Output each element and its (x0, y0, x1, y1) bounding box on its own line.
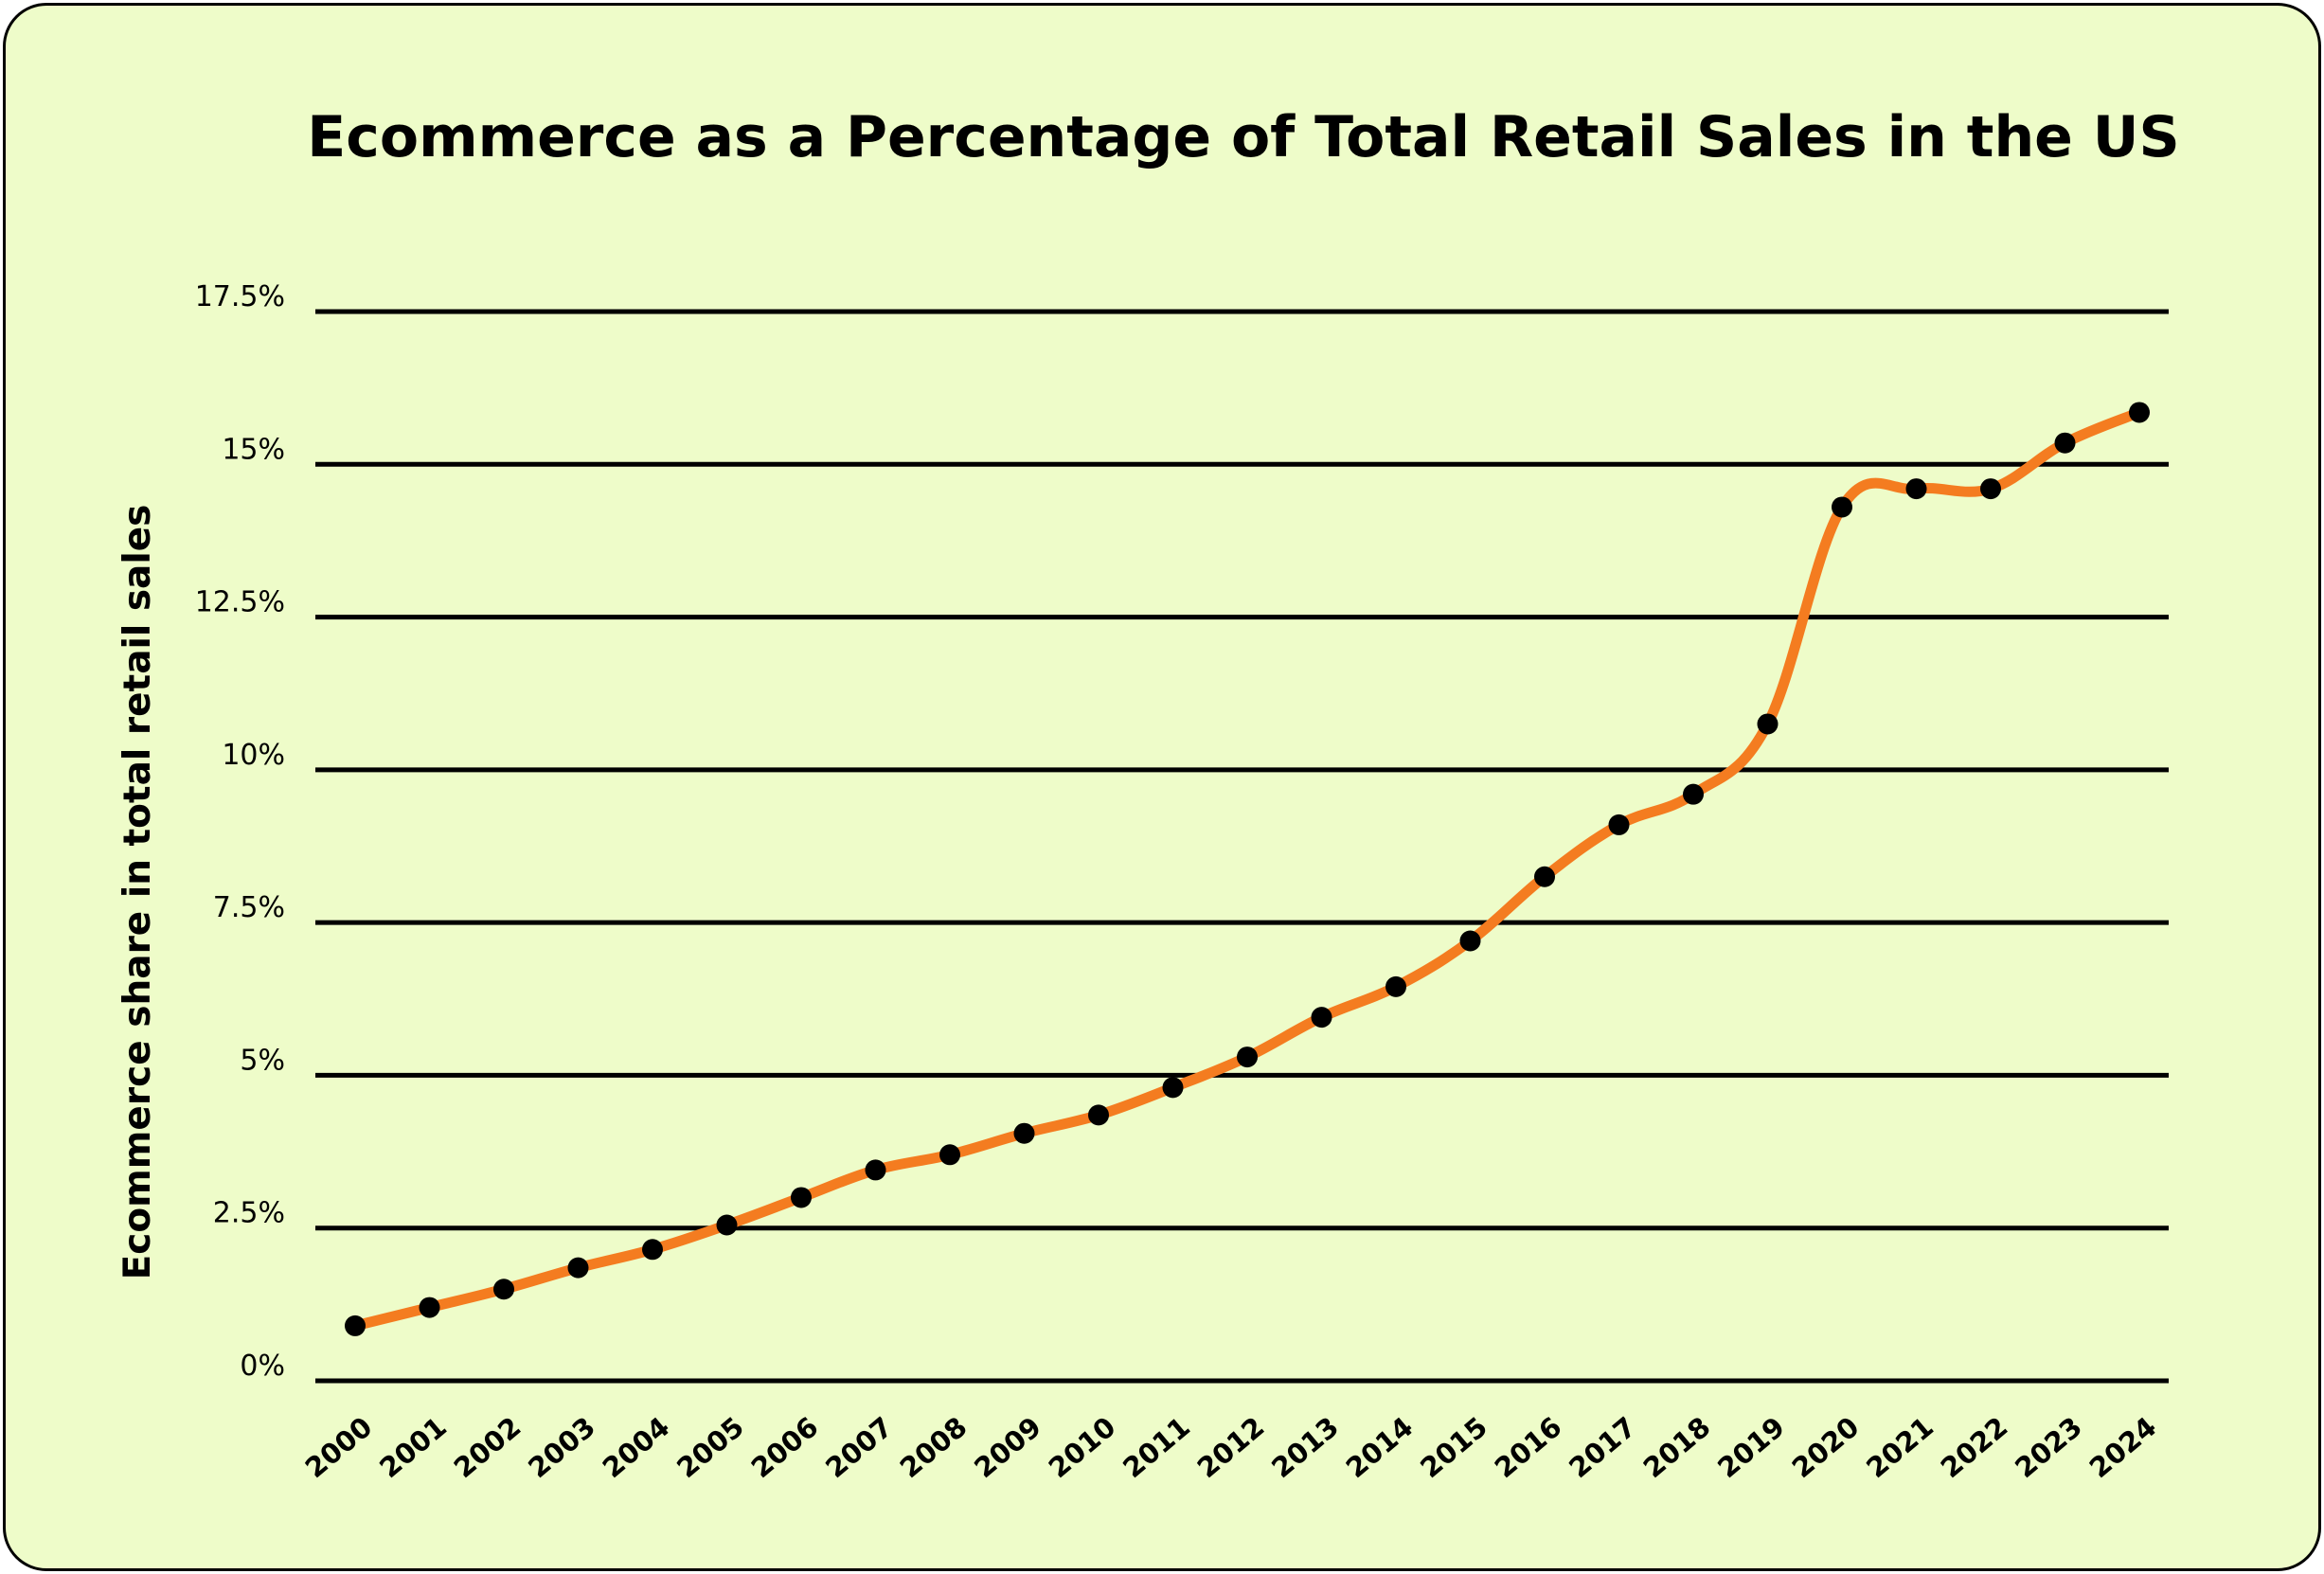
data-point (1980, 478, 2001, 500)
x-tick-label: 2018 (1637, 1410, 1717, 1484)
data-point (1534, 866, 1555, 887)
data-point (345, 1315, 366, 1336)
chart-card (3, 3, 2321, 1571)
data-point (939, 1144, 960, 1166)
y-tick-label: 17.5% (195, 280, 285, 313)
data-point (1608, 814, 1630, 835)
data-points (345, 402, 2150, 1336)
x-tick-label: 2001 (373, 1410, 453, 1484)
x-tick-label: 2010 (1043, 1410, 1122, 1484)
x-tick-label: 2013 (1265, 1410, 1345, 1484)
y-tick-label: 15% (222, 433, 285, 466)
series-layer (349, 406, 2145, 1332)
y-axis-ticks: 0% 2.5% 5% 7.5% 10% 12.5% 15% 17.5% (195, 280, 285, 1383)
data-point (865, 1159, 886, 1181)
data-point (2054, 432, 2076, 454)
x-tick-label: 2024 (2083, 1410, 2163, 1484)
x-tick-label: 2003 (522, 1410, 601, 1484)
x-tick-label: 2008 (894, 1410, 974, 1484)
x-tick-label: 2021 (1860, 1410, 1940, 1484)
x-tick-label: 2017 (1563, 1410, 1642, 1484)
y-tick-label: 10% (222, 739, 285, 772)
x-tick-label: 2022 (1935, 1410, 2014, 1484)
y-tick-label: 2.5% (213, 1197, 285, 1230)
y-tick-label: 5% (240, 1044, 285, 1077)
data-point (1832, 496, 1852, 518)
x-tick-label: 2019 (1711, 1410, 1791, 1484)
data-point (642, 1239, 663, 1261)
y-tick-label: 12.5% (195, 586, 285, 619)
y-tick-label: 7.5% (213, 891, 285, 924)
x-tick-label: 2000 (299, 1410, 379, 1484)
data-point (791, 1187, 812, 1208)
series-line (349, 406, 2145, 1332)
data-point (1162, 1077, 1184, 1099)
x-tick-label: 2023 (2009, 1410, 2088, 1484)
x-tick-label: 2011 (1117, 1410, 1196, 1484)
data-point (493, 1279, 514, 1300)
y-axis-label: Ecommerce share in total retail sales (116, 505, 159, 1280)
data-point (1757, 713, 1779, 735)
data-point (1237, 1046, 1258, 1068)
data-point (1013, 1122, 1035, 1144)
y-tick-label: 0% (240, 1350, 285, 1383)
x-tick-label: 2015 (1414, 1410, 1493, 1484)
x-tick-label: 2007 (819, 1410, 899, 1484)
x-tick-label: 2004 (597, 1410, 676, 1484)
x-tick-label: 2016 (1489, 1410, 1568, 1484)
x-tick-label: 2009 (968, 1410, 1047, 1484)
x-axis-ticks: 2000200120022003200420052006200720082009… (299, 1410, 2163, 1484)
data-point (1905, 478, 1927, 500)
data-point (419, 1297, 440, 1318)
x-tick-label: 2020 (1786, 1410, 1866, 1484)
data-point (716, 1214, 738, 1236)
data-point (1683, 783, 1704, 805)
data-point (1088, 1104, 1109, 1126)
data-point (1311, 1007, 1332, 1028)
data-point (1385, 975, 1406, 997)
data-point (2129, 402, 2150, 423)
gridlines (315, 309, 2169, 1384)
x-tick-label: 2002 (448, 1410, 527, 1484)
x-tick-label: 2005 (670, 1410, 750, 1484)
x-tick-label: 2012 (1191, 1410, 1271, 1484)
x-tick-label: 2006 (745, 1410, 825, 1484)
data-point (567, 1257, 589, 1279)
x-tick-label: 2014 (1340, 1410, 1420, 1484)
data-point (1459, 930, 1481, 952)
chart-title: Ecommerce as a Percentage of Total Retai… (307, 104, 2179, 170)
